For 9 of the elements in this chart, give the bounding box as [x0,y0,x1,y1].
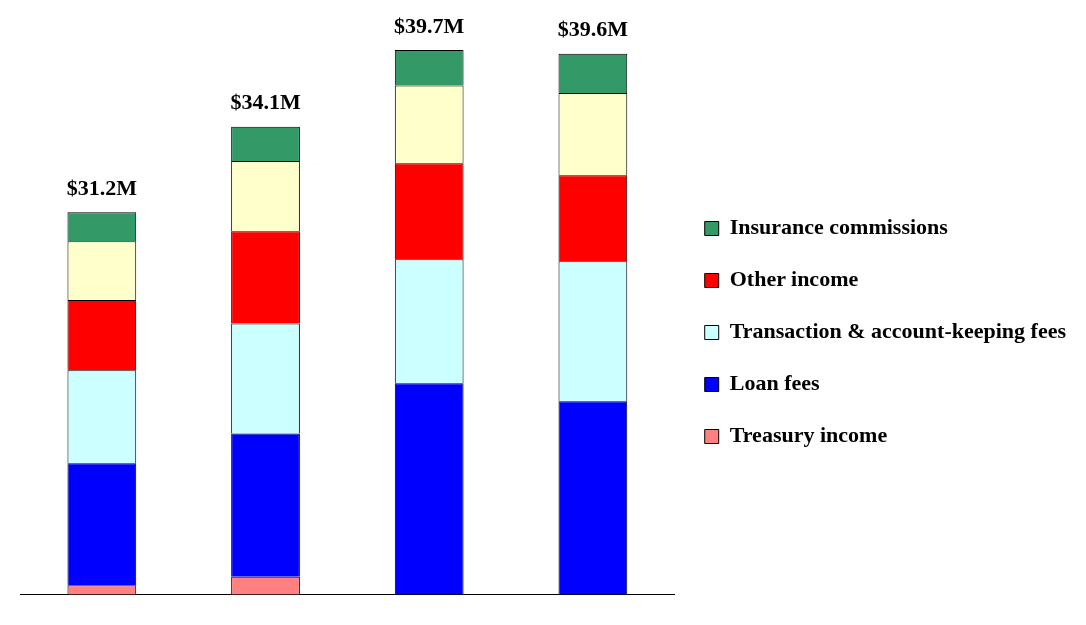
text: $39.7M [394,12,465,38]
annotation: $31.2M [66,174,138,200]
legend-label: Insurance commissions [729,214,949,240]
legend-label: Other income [729,266,859,292]
legend-label: Treasury income [729,422,888,448]
legend-label: Loan fees [729,370,820,396]
text: $39.6M [557,16,629,42]
legend-label: Transaction & account-keeping fees [729,318,1067,344]
annotation: $34.1M [230,89,301,115]
